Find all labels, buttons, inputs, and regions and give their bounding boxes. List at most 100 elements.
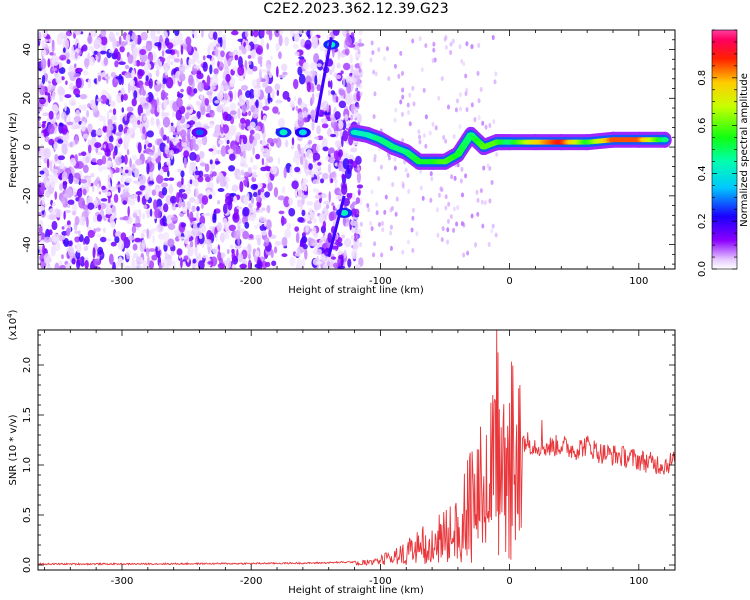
noise-blob <box>186 106 191 111</box>
noise-blob <box>217 30 222 36</box>
noise-blob <box>295 105 299 112</box>
noise-blob <box>281 236 288 247</box>
noise-blob <box>415 231 419 237</box>
noise-blob <box>424 143 428 149</box>
noise-blob <box>48 236 53 243</box>
noise-blob <box>175 134 179 144</box>
noise-blob <box>43 147 51 159</box>
noise-blob <box>63 237 69 247</box>
noise-blob <box>155 246 158 253</box>
noise-blob <box>307 237 313 247</box>
noise-blob <box>354 208 360 217</box>
noise-blob <box>274 241 282 246</box>
y-tick-label: 2.0 <box>22 357 33 373</box>
noise-blob <box>444 44 448 50</box>
noise-blob <box>239 134 247 140</box>
noise-blob <box>252 146 255 155</box>
noise-blob <box>380 252 384 258</box>
noise-blob <box>150 116 155 126</box>
noise-blob <box>179 212 185 217</box>
noise-blob <box>129 79 136 87</box>
noise-blob <box>369 57 373 63</box>
noise-blob <box>373 91 377 97</box>
noise-blob <box>193 179 199 187</box>
noise-blob <box>248 110 252 116</box>
noise-blob <box>132 212 138 219</box>
noise-blob <box>380 221 384 227</box>
noise-blob <box>276 66 279 78</box>
noise-blob <box>238 177 246 181</box>
noise-blob <box>316 248 322 256</box>
noise-blob <box>257 222 263 226</box>
noise-blob <box>228 130 234 135</box>
noise-blob <box>124 177 133 183</box>
noise-blob <box>180 88 184 93</box>
noise-blob <box>330 178 334 184</box>
noise-blob <box>470 102 474 108</box>
noise-blob <box>323 200 331 205</box>
noise-blob <box>215 233 218 242</box>
noise-blob <box>124 191 130 198</box>
noise-blob <box>122 215 129 221</box>
noise-blob <box>89 56 95 67</box>
noise-blob <box>252 111 259 119</box>
noise-blob <box>89 99 96 110</box>
noise-blob <box>94 37 102 46</box>
noise-blob <box>240 124 245 131</box>
noise-blob <box>479 87 483 93</box>
noise-blob <box>65 30 73 37</box>
noise-blob <box>297 143 301 151</box>
noise-blob <box>261 82 268 88</box>
y-tick-label: 1.0 <box>22 457 33 473</box>
noise-blob <box>301 236 308 244</box>
noise-blob <box>73 30 82 36</box>
noise-blob <box>101 155 107 165</box>
noise-blob <box>418 36 422 42</box>
x-tick-label: -200 <box>240 276 263 287</box>
noise-blob <box>151 254 158 261</box>
noise-blob <box>87 34 93 45</box>
noise-blob <box>224 85 231 90</box>
noise-blob <box>131 98 137 107</box>
noise-blob <box>206 90 212 96</box>
noise-blob <box>239 180 244 193</box>
noise-blob <box>87 229 95 238</box>
noise-blob <box>243 171 250 177</box>
noise-blob <box>189 211 194 223</box>
noise-blob <box>284 139 289 148</box>
noise-blob <box>113 164 117 170</box>
noise-blob <box>49 213 57 221</box>
noise-blob <box>94 142 102 149</box>
noise-blob <box>353 241 359 251</box>
noise-blob <box>240 141 248 153</box>
noise-blob <box>240 84 248 91</box>
noise-blob <box>68 98 77 107</box>
noise-blob <box>131 255 135 261</box>
noise-blob <box>184 234 190 245</box>
noise-blob <box>61 254 64 260</box>
noise-blob <box>406 102 410 108</box>
noise-blob <box>61 171 68 182</box>
noise-blob <box>493 79 497 85</box>
noise-blob <box>310 62 318 71</box>
noise-blob <box>355 56 359 61</box>
noise-blob <box>342 129 349 142</box>
noise-blob <box>303 110 307 116</box>
noise-blob <box>446 227 450 233</box>
noise-blob <box>148 180 155 185</box>
noise-blob <box>235 146 242 155</box>
noise-blob <box>437 95 441 101</box>
noise-blob <box>301 193 305 206</box>
noise-blob <box>306 200 314 206</box>
noise-blob <box>349 54 353 64</box>
noise-blob <box>191 205 196 213</box>
noise-blob <box>274 83 281 91</box>
noise-blob <box>236 248 239 258</box>
noise-blob <box>208 194 213 200</box>
noise-blob <box>95 227 101 232</box>
noise-blob <box>98 114 104 122</box>
noise-blob <box>199 223 207 233</box>
noise-blob <box>173 58 180 63</box>
noise-blob <box>113 48 119 59</box>
noise-blob <box>39 170 45 175</box>
